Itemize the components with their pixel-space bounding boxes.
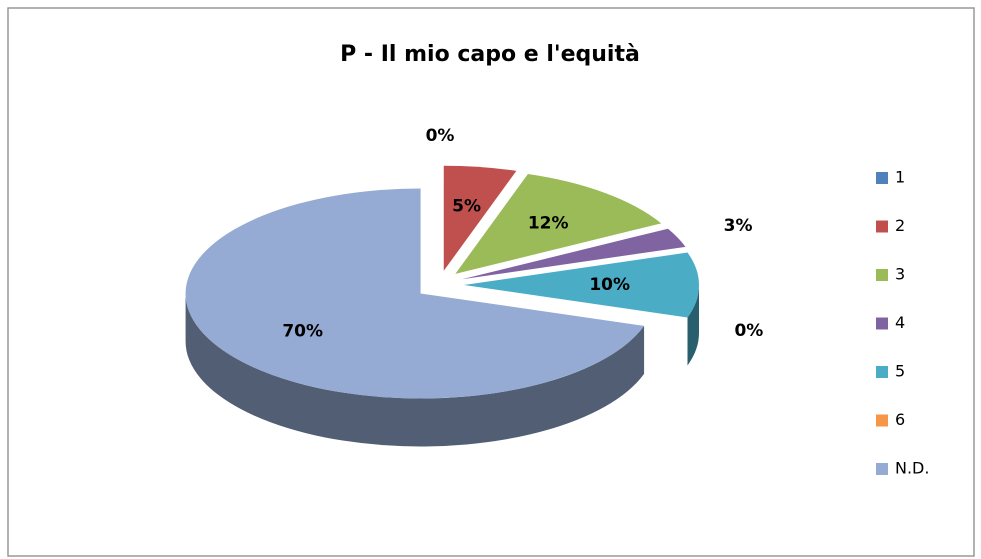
legend-swatch bbox=[876, 366, 888, 378]
data-label: 5% bbox=[452, 196, 481, 216]
slice bbox=[185, 188, 645, 399]
legend-swatch bbox=[876, 414, 888, 427]
slice bbox=[455, 174, 662, 274]
legend-label: 1 bbox=[895, 168, 905, 187]
data-label: 0% bbox=[426, 126, 455, 146]
data-label: 0% bbox=[734, 321, 763, 341]
legend-label: 4 bbox=[895, 313, 905, 332]
slice bbox=[464, 252, 699, 318]
legend-label: 3 bbox=[895, 265, 905, 284]
data-label: 70% bbox=[282, 322, 323, 342]
legend-swatch bbox=[876, 317, 888, 330]
legend-swatch bbox=[876, 463, 888, 475]
legend-label: 6 bbox=[895, 410, 905, 429]
data-label: 10% bbox=[589, 275, 630, 295]
data-label: 3% bbox=[724, 216, 753, 236]
chart-title: P - Il mio capo e l'equità bbox=[340, 42, 640, 67]
slice bbox=[462, 228, 686, 280]
slice bbox=[443, 165, 517, 271]
slice bbox=[462, 289, 687, 322]
legend-swatch bbox=[876, 269, 888, 281]
data-label: 12% bbox=[528, 214, 569, 234]
slice-side bbox=[687, 285, 699, 366]
legend-label: 5 bbox=[895, 362, 905, 381]
slice-side bbox=[185, 293, 645, 447]
legend-label: 2 bbox=[895, 216, 905, 235]
legend-label: N.D. bbox=[895, 459, 929, 478]
legend-swatch bbox=[876, 172, 888, 184]
legend-swatch bbox=[876, 220, 888, 233]
